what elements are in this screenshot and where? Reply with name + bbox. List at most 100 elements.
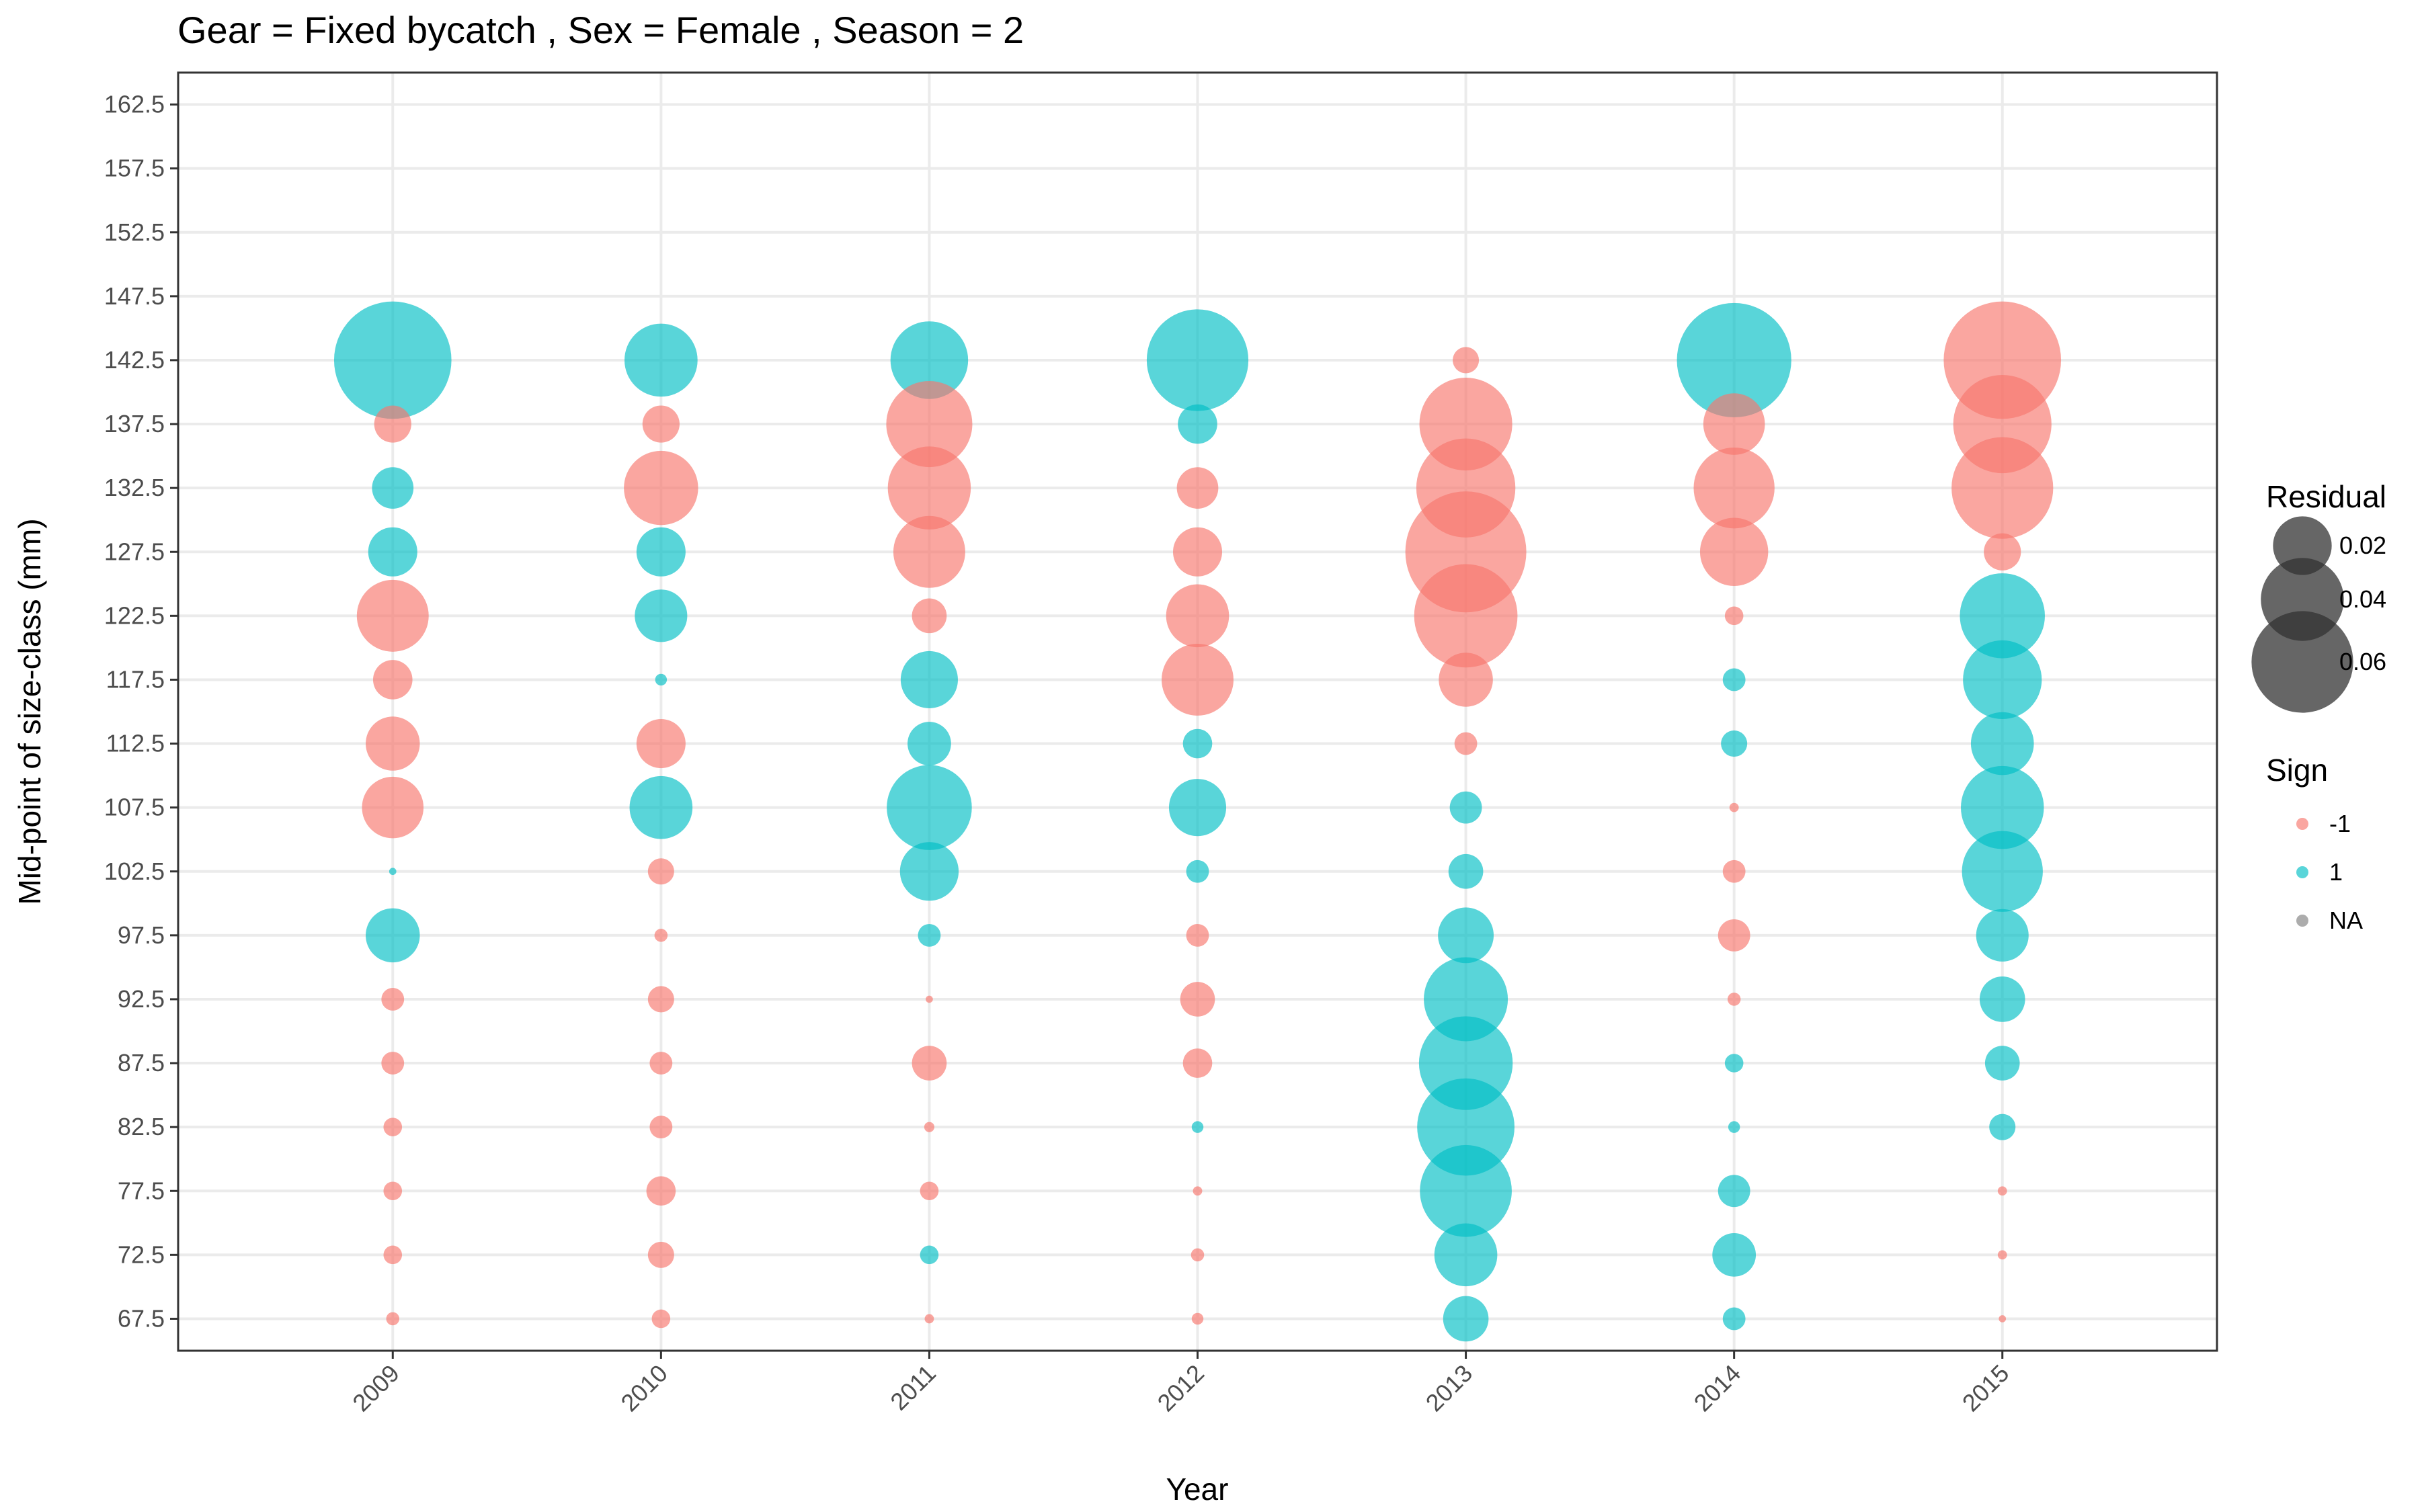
- data-point: [636, 527, 686, 577]
- data-point: [1962, 831, 2043, 912]
- data-point: [1997, 1250, 2007, 1260]
- x-tick-label: 2010: [615, 1359, 673, 1417]
- sign-legend-key: [2296, 818, 2308, 830]
- data-point: [372, 660, 413, 700]
- data-point: [1191, 1121, 1204, 1133]
- y-tick-label: 152.5: [104, 218, 165, 246]
- x-tick-label: 2013: [1420, 1359, 1478, 1417]
- y-tick-label: 107.5: [104, 794, 165, 821]
- data-point: [1728, 1121, 1740, 1133]
- data-point: [1677, 302, 1791, 418]
- data-point: [1449, 791, 1482, 824]
- data-point: [1976, 909, 2029, 962]
- data-point: [1729, 802, 1739, 812]
- data-point: [893, 515, 965, 588]
- data-point: [1989, 1114, 2016, 1140]
- size-legend-label: 0.04: [2339, 585, 2386, 613]
- y-tick-label: 122.5: [104, 601, 165, 629]
- data-point: [629, 775, 693, 839]
- size-legend-label: 0.06: [2339, 648, 2386, 675]
- data-point: [381, 1052, 405, 1075]
- data-point: [333, 301, 452, 419]
- data-point: [383, 1118, 403, 1136]
- sign-legend-title: Sign: [2266, 753, 2328, 788]
- size-legend: 0.02 0.04 0.06: [2251, 516, 2386, 713]
- y-tick-label: 92.5: [118, 985, 165, 1013]
- data-point: [886, 381, 973, 468]
- y-axis-title: Mid-point of size-class (mm): [12, 518, 47, 905]
- data-point: [642, 405, 680, 443]
- data-point: [655, 673, 668, 686]
- data-point: [386, 1312, 400, 1326]
- y-tick-label: 112.5: [106, 730, 165, 757]
- data-point: [899, 842, 959, 901]
- data-point: [1703, 393, 1765, 455]
- data-point: [1951, 437, 2054, 539]
- size-legend-title: Residual: [2266, 479, 2386, 514]
- data-point: [1727, 993, 1741, 1006]
- y-tick-label: 87.5: [118, 1049, 165, 1077]
- data-point: [1693, 447, 1775, 529]
- data-point: [1191, 1312, 1204, 1325]
- data-point: [1180, 982, 1215, 1017]
- y-tick-label: 102.5: [104, 857, 165, 885]
- data-point: [624, 323, 698, 397]
- x-tick-label: 2009: [347, 1359, 405, 1417]
- data-point: [1182, 728, 1213, 759]
- data-point: [1699, 517, 1769, 586]
- data-point: [1414, 564, 1518, 668]
- y-tick-label: 72.5: [118, 1241, 165, 1268]
- data-point: [624, 450, 698, 526]
- data-point: [635, 589, 688, 642]
- data-point: [1999, 1315, 2007, 1322]
- data-point: [356, 579, 429, 652]
- data-point: [1997, 1186, 2007, 1196]
- x-tick-label: 2014: [1689, 1359, 1746, 1417]
- data-point: [1722, 668, 1746, 691]
- data-point: [368, 527, 417, 577]
- data-point: [887, 765, 972, 850]
- data-point: [912, 1046, 947, 1081]
- data-point: [920, 1181, 939, 1201]
- data-point: [646, 1176, 676, 1206]
- size-legend-key: [2251, 611, 2353, 713]
- data-point: [1182, 1048, 1213, 1078]
- data-point: [1721, 730, 1748, 757]
- y-tick-label: 132.5: [104, 474, 165, 501]
- data-point: [649, 1116, 673, 1139]
- legend: Residual 0.02 0.04 0.06 Sign -1 1 NA: [2251, 479, 2386, 934]
- x-tick-label: 2012: [1152, 1359, 1210, 1417]
- y-tick-label: 142.5: [104, 346, 165, 374]
- data-point: [1979, 976, 2025, 1022]
- data-point: [1724, 1054, 1744, 1073]
- data-point: [900, 650, 958, 709]
- data-point: [374, 405, 411, 443]
- data-point: [383, 1245, 403, 1265]
- data-point: [1193, 1186, 1203, 1196]
- y-axis: 67.5 72.5 77.5 82.5 87.5 92.5 97.5 102.5 107.5 11…: [104, 91, 178, 1332]
- data-point: [1186, 859, 1209, 883]
- y-tick-label: 137.5: [104, 410, 165, 437]
- data-point: [890, 321, 969, 399]
- data-point: [362, 776, 424, 839]
- data-point: [912, 598, 947, 634]
- data-point: [1443, 1296, 1489, 1342]
- data-point: [1453, 347, 1480, 374]
- data-point: [908, 722, 951, 765]
- data-point: [926, 995, 933, 1003]
- data-point: [1178, 404, 1217, 444]
- data-point: [649, 1052, 673, 1075]
- y-tick-label: 127.5: [104, 538, 165, 565]
- data-points: [333, 301, 2062, 1342]
- data-point: [1420, 1144, 1512, 1237]
- data-point: [1984, 533, 2021, 571]
- x-tick-label: 2011: [885, 1359, 941, 1416]
- data-point: [918, 923, 941, 947]
- y-tick-label: 117.5: [106, 665, 165, 693]
- data-point: [1718, 1175, 1750, 1208]
- sign-legend-key: [2296, 866, 2308, 878]
- data-point: [1712, 1232, 1757, 1277]
- data-point: [1424, 957, 1508, 1042]
- sign-legend-label: 1: [2329, 858, 2343, 886]
